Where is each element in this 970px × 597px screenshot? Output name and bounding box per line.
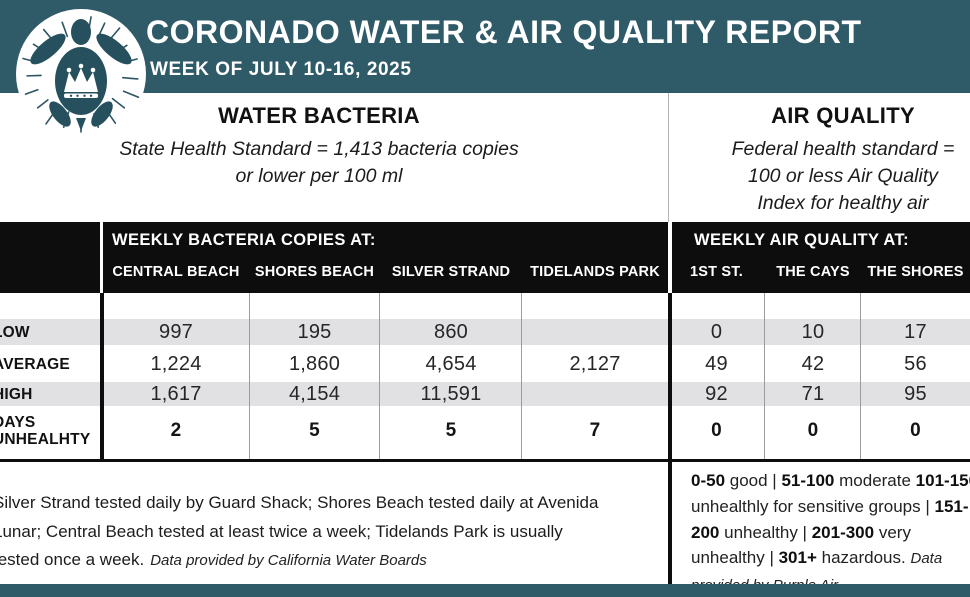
row-label: LOW xyxy=(0,323,30,341)
water-data-source: Data provided by California Water Boards xyxy=(150,552,427,569)
air-quality-scale-note: 0-50 good | 51-100 moderate 101-150 unhe… xyxy=(691,468,970,597)
table-cell: 7 xyxy=(589,420,601,441)
table-cell: 5 xyxy=(445,420,457,441)
table-cell: 997 xyxy=(159,320,193,343)
table-cell: 4,654 xyxy=(425,352,477,375)
report-title: CORONADO WATER & AIR QUALITY REPORT xyxy=(146,14,862,50)
table-cell xyxy=(522,319,668,345)
air-standard-text: Federal health standard = 100 or less Ai… xyxy=(731,138,955,214)
air-quality-heading: AIR QUALITY xyxy=(771,103,915,128)
table-cell: 195 xyxy=(297,320,332,343)
table-bottom-border xyxy=(0,459,970,462)
bacteria-group-title: WEEKLY BACTERIA COPIES AT: xyxy=(112,231,376,249)
column-header-central-beach: CENTRAL BEACH xyxy=(112,264,240,280)
table-cell: 10 xyxy=(801,320,825,343)
header-divider xyxy=(100,222,103,293)
table-cell: 95 xyxy=(904,382,927,405)
water-bacteria-heading: WATER BACTERIA xyxy=(218,103,420,128)
column-headers: CENTRAL BEACH SHORES BEACH SILVER STRAND… xyxy=(0,258,970,286)
column-header-the-cays: THE CAYS xyxy=(776,264,850,280)
table-cell: 0 xyxy=(910,420,921,441)
section-divider xyxy=(668,93,669,222)
row-label: AVERAGE xyxy=(0,355,70,373)
table-cell: 1,617 xyxy=(150,382,202,405)
table-cell: 42 xyxy=(801,352,825,375)
column-rule xyxy=(860,293,861,459)
table-cell: 2,127 xyxy=(569,352,621,375)
table-cell: 1,860 xyxy=(288,352,341,375)
table-cell: 0 xyxy=(710,320,723,343)
table-cell: 0 xyxy=(711,420,722,441)
table-row-days-unhealthy: DAYS UNHEALHTY 2 5 5 7 0 0 0 xyxy=(0,408,970,454)
table-cell: 17 xyxy=(904,320,927,343)
table-cell: 4,154 xyxy=(288,382,341,405)
label-column-border xyxy=(100,293,104,459)
table-cell xyxy=(522,382,668,406)
water-testing-note: Silver Strand tested daily by Guard Shac… xyxy=(0,493,599,569)
table-cell: 71 xyxy=(801,382,825,405)
table-cell: 11,591 xyxy=(420,382,482,405)
column-header-shores-beach: SHORES BEACH xyxy=(254,264,375,280)
table-cell: 0 xyxy=(807,420,819,441)
table-cell: 5 xyxy=(309,420,320,441)
table-cell: 860 xyxy=(434,320,468,343)
table-cell: 1,224 xyxy=(150,352,202,375)
row-label: DAYS UNHEALHTY xyxy=(0,414,91,448)
column-header-the-shores: THE SHORES xyxy=(867,264,964,280)
center-divider xyxy=(668,293,672,584)
turtle-crown-icon xyxy=(16,9,146,139)
table-cell: 56 xyxy=(904,352,927,375)
footer-bar xyxy=(0,584,970,597)
air-group-title: WEEKLY AIR QUALITY AT: xyxy=(694,231,910,249)
column-header-1st-st: 1ST ST. xyxy=(690,264,743,280)
table-cell: 92 xyxy=(705,382,728,405)
air-quality-section: AIR QUALITY Federal health standard = 10… xyxy=(693,103,970,217)
header-bar xyxy=(0,0,970,93)
column-header-tidelands-park: TIDELANDS PARK xyxy=(530,264,660,280)
table-cell: 49 xyxy=(705,352,728,375)
column-rule xyxy=(249,293,250,459)
table-row-average: AVERAGE 1,224 1,860 4,654 2,127 49 42 56 xyxy=(0,347,970,381)
row-label: HIGH xyxy=(0,385,33,403)
column-rule xyxy=(379,293,380,459)
table-header: WEEKLY BACTERIA COPIES AT: WEEKLY AIR QU… xyxy=(0,222,970,293)
row-label-column-header xyxy=(0,258,103,286)
column-rule xyxy=(764,293,765,459)
header-titles: CORONADO WATER & AIR QUALITY REPORT WEEK… xyxy=(146,13,862,81)
report-week: WEEK OF JULY 10-16, 2025 xyxy=(150,59,412,80)
water-standard-text: State Health Standard = 1,413 bacteria c… xyxy=(119,138,519,187)
table-row-high: HIGH 1,617 4,154 11,591 92 71 95 xyxy=(0,382,970,406)
table-row-low: LOW 997 195 860 0 10 17 xyxy=(0,319,970,345)
water-bacteria-section: WATER BACTERIA State Health Standard = 1… xyxy=(93,103,545,190)
table-cell: 2 xyxy=(170,420,182,441)
column-rule xyxy=(521,293,522,459)
header-divider xyxy=(668,222,672,293)
column-header-silver-strand: SILVER STRAND xyxy=(391,264,511,280)
